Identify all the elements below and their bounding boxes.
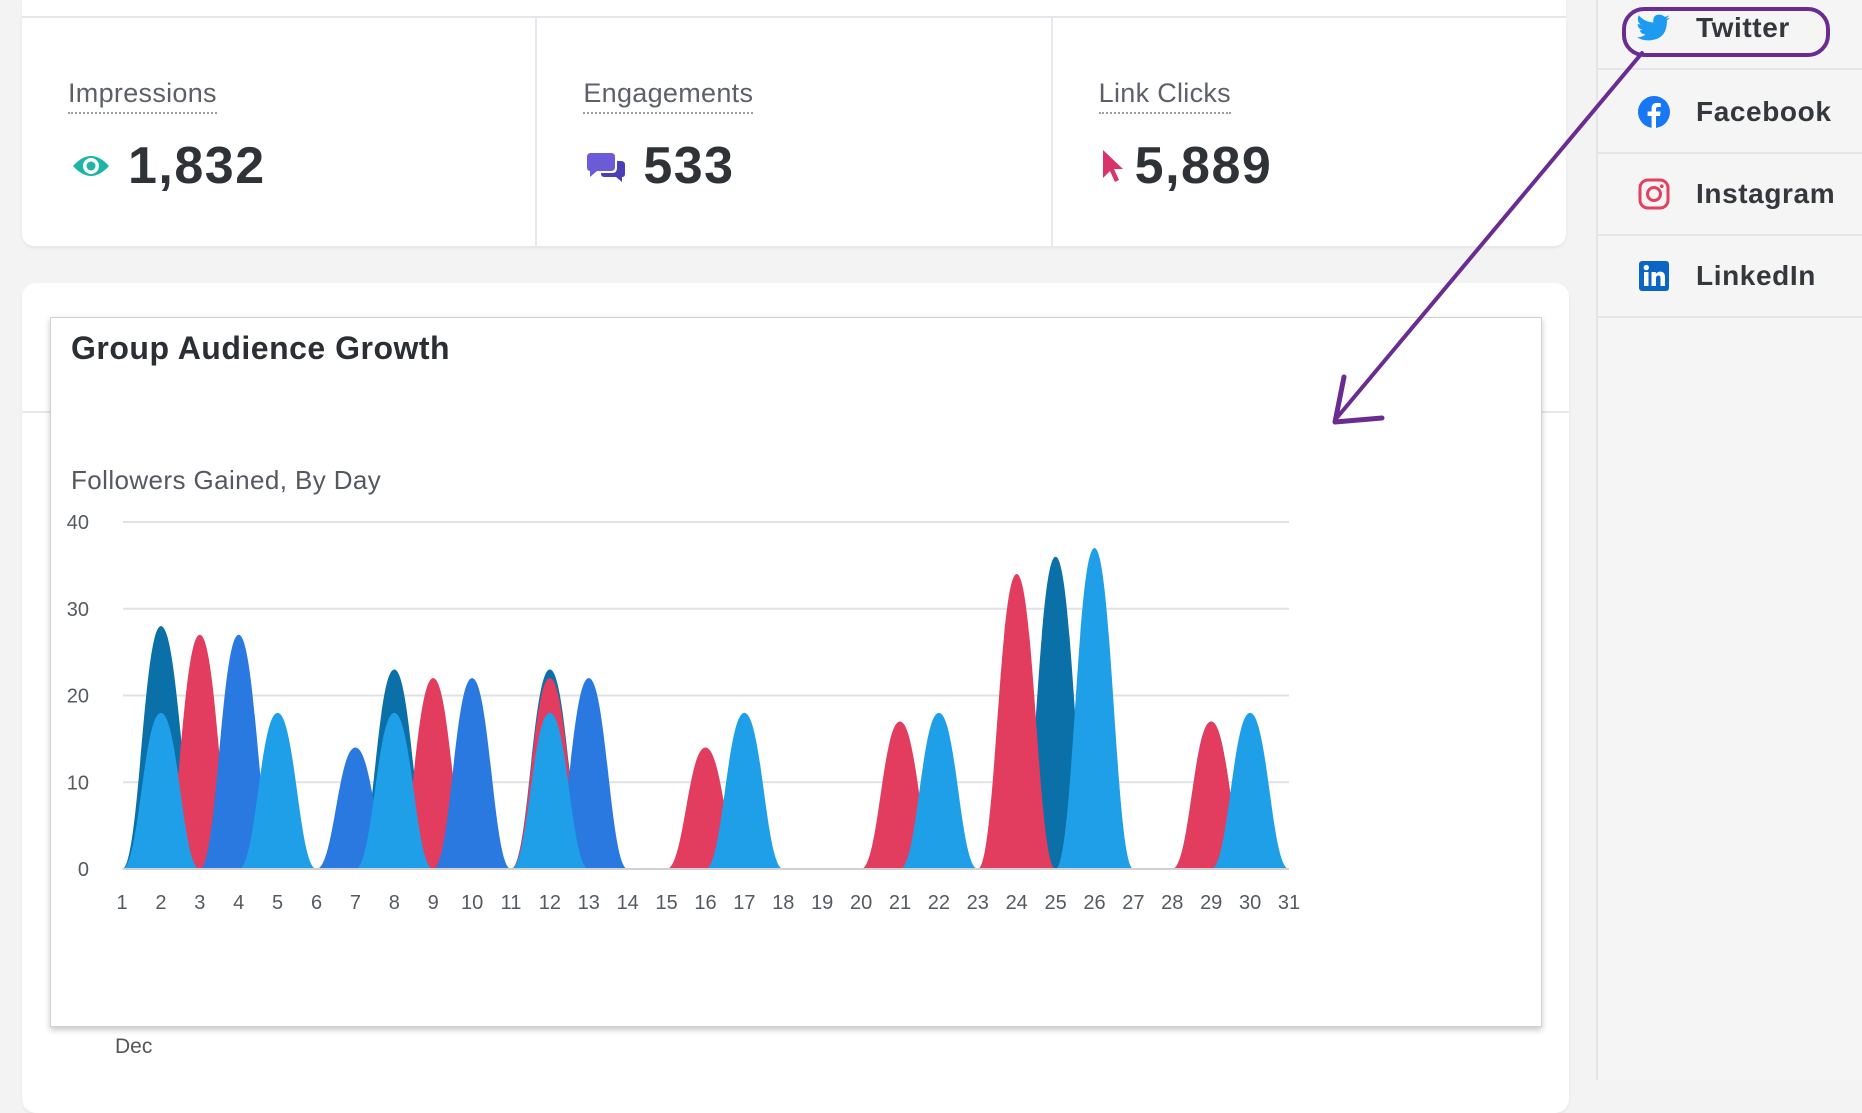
x-tick-label: 16 bbox=[694, 892, 716, 914]
x-tick-label: 3 bbox=[194, 892, 205, 914]
x-tick-label: 27 bbox=[1122, 892, 1144, 914]
stat-link-clicks: Link Clicks 5,889 bbox=[1053, 18, 1566, 246]
y-tick-label: 40 bbox=[67, 512, 89, 534]
stat-impressions: Impressions 1,832 bbox=[22, 18, 538, 246]
x-tick-label: 13 bbox=[578, 892, 600, 914]
sidebar-item-twitter[interactable]: Twitter bbox=[1598, 0, 1862, 70]
stats-panel: Impressions 1,832 Engagements 533 Link C… bbox=[22, 18, 1566, 246]
network-sidebar: Twitter Facebook Instagram LinkedIn bbox=[1596, 0, 1862, 1080]
stat-engagements: Engagements 533 bbox=[537, 18, 1053, 246]
month-label: Dec bbox=[115, 1035, 153, 1058]
stat-label[interactable]: Impressions bbox=[68, 78, 217, 114]
sidebar-item-label: Instagram bbox=[1696, 178, 1836, 209]
x-tick-label: 9 bbox=[428, 892, 439, 914]
x-tick-label: 8 bbox=[389, 892, 400, 914]
sidebar-item-linkedin[interactable]: LinkedIn bbox=[1598, 236, 1862, 318]
x-tick-label: 17 bbox=[733, 892, 755, 914]
series-area bbox=[122, 556, 1289, 869]
x-tick-label: 25 bbox=[1044, 892, 1066, 914]
twitter-highlight-oval bbox=[1622, 7, 1830, 57]
x-tick-label: 29 bbox=[1200, 892, 1222, 914]
x-tick-label: 24 bbox=[1006, 892, 1028, 914]
x-tick-label: 19 bbox=[811, 892, 833, 914]
y-tick-label: 0 bbox=[78, 859, 89, 881]
stat-value: 5,889 bbox=[1134, 137, 1273, 195]
x-tick-label: 5 bbox=[272, 892, 283, 914]
sidebar-item-label: LinkedIn bbox=[1696, 260, 1816, 291]
x-tick-label: 7 bbox=[350, 892, 361, 914]
instagram-icon bbox=[1636, 176, 1672, 212]
x-tick-label: 4 bbox=[233, 892, 244, 914]
x-tick-label: 6 bbox=[311, 892, 322, 914]
x-tick-label: 12 bbox=[539, 892, 561, 914]
x-tick-label: 21 bbox=[889, 892, 911, 914]
chart-subtitle: Followers Gained, By Day bbox=[71, 465, 382, 495]
x-tick-label: 20 bbox=[850, 892, 872, 914]
chart-card: Group Audience Growth Followers Gained, … bbox=[50, 317, 1542, 1027]
x-tick-label: 31 bbox=[1278, 892, 1300, 914]
x-tick-label: 18 bbox=[772, 892, 794, 914]
facebook-icon bbox=[1636, 94, 1672, 130]
linkedin-icon bbox=[1636, 258, 1672, 294]
x-tick-label: 22 bbox=[928, 892, 950, 914]
y-tick-label: 10 bbox=[67, 772, 89, 794]
cursor-pointer-icon bbox=[1099, 143, 1125, 189]
x-tick-label: 2 bbox=[155, 892, 166, 914]
y-tick-label: 30 bbox=[67, 599, 89, 621]
x-tick-label: 14 bbox=[617, 892, 639, 914]
x-tick-label: 23 bbox=[967, 892, 989, 914]
stat-label[interactable]: Link Clicks bbox=[1098, 78, 1231, 114]
eye-icon bbox=[68, 143, 114, 189]
x-tick-label: 30 bbox=[1239, 892, 1261, 914]
y-tick-label: 20 bbox=[67, 686, 89, 708]
top-panel-edge bbox=[22, 0, 1566, 18]
stat-label[interactable]: Engagements bbox=[583, 78, 754, 114]
x-tick-label: 11 bbox=[501, 892, 522, 914]
x-tick-label: 15 bbox=[655, 892, 677, 914]
twitter-bird-icon bbox=[1636, 10, 1672, 46]
chart-panel: Group Audience Growth Followers Gained, … bbox=[22, 283, 1569, 1113]
sidebar-item-label: Facebook bbox=[1696, 96, 1832, 127]
sidebar-item-instagram[interactable]: Instagram bbox=[1598, 154, 1862, 236]
chart-title: Group Audience Growth bbox=[71, 330, 451, 366]
chat-bubbles-icon bbox=[583, 143, 629, 189]
stat-value: 533 bbox=[643, 137, 735, 195]
stat-value: 1,832 bbox=[128, 137, 266, 195]
x-tick-label: 10 bbox=[461, 892, 483, 914]
sidebar-item-label: Twitter bbox=[1696, 12, 1790, 43]
x-tick-label: 26 bbox=[1083, 892, 1105, 914]
sidebar-item-facebook[interactable]: Facebook bbox=[1598, 72, 1862, 154]
x-tick-label: 28 bbox=[1161, 892, 1183, 914]
x-tick-label: 1 bbox=[116, 892, 127, 914]
